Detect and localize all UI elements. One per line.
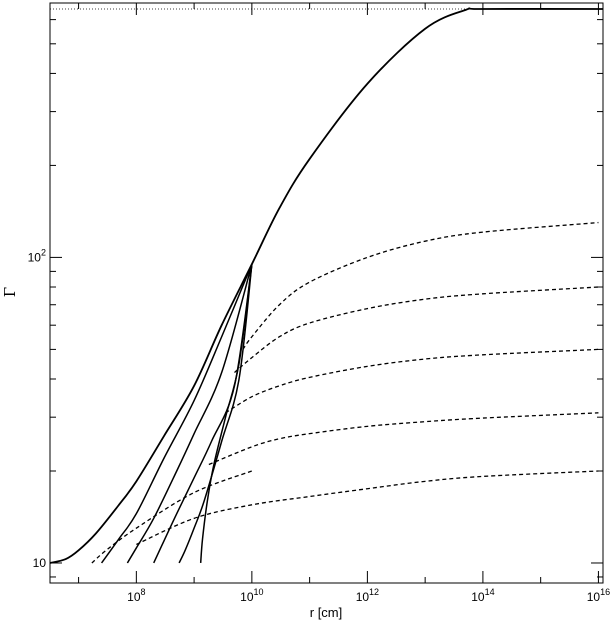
major-ticks	[50, 3, 603, 583]
y-tick-label: 102	[28, 247, 46, 264]
solid-curve-6	[199, 264, 253, 564]
dashed-curve-10	[208, 412, 599, 466]
x-tick-label: 1010	[240, 587, 263, 604]
plot-frame	[49, 2, 604, 584]
x-tick-label: 1012	[356, 587, 379, 604]
dashed-curve-8	[234, 286, 599, 374]
x-tick-label: 108	[127, 587, 145, 604]
solid-curve-2	[100, 263, 253, 564]
series-group	[49, 7, 604, 564]
y-tick-label: 10	[33, 556, 47, 570]
minor-ticks	[50, 3, 603, 583]
solid-curve-3	[126, 264, 253, 564]
x-tick-label: 1014	[471, 587, 494, 604]
dashed-curve-12	[91, 470, 253, 564]
dashed-curve-7	[242, 221, 599, 350]
solid-curve-5	[178, 264, 253, 564]
y-axis-label: Γ	[1, 287, 19, 297]
dashed-curve-9	[225, 348, 599, 414]
solid-curve-4	[153, 264, 253, 564]
dashed-curve-11	[136, 470, 599, 546]
solid-curve-1	[49, 7, 604, 564]
x-tick-label: 1016	[587, 587, 610, 604]
tick-labels: 108 1010 1012 1014 1016 10 102	[28, 247, 610, 604]
x-axis-label: r [cm]	[310, 605, 343, 620]
